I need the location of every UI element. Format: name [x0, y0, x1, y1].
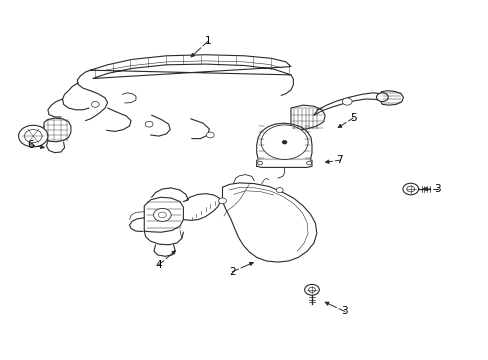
Text: 3: 3 [341, 306, 347, 316]
Circle shape [402, 183, 418, 195]
Circle shape [19, 125, 48, 147]
Circle shape [271, 133, 297, 152]
Circle shape [266, 129, 302, 155]
Circle shape [218, 198, 226, 204]
Circle shape [304, 284, 319, 295]
Text: 1: 1 [204, 36, 211, 46]
Text: 6: 6 [27, 140, 34, 150]
Circle shape [376, 93, 387, 102]
Text: 4: 4 [155, 260, 162, 270]
Circle shape [280, 139, 288, 145]
Circle shape [261, 125, 307, 159]
Circle shape [276, 188, 283, 193]
Polygon shape [90, 55, 290, 78]
Polygon shape [256, 159, 311, 167]
Circle shape [308, 287, 315, 292]
Circle shape [306, 161, 311, 165]
Polygon shape [183, 194, 220, 220]
Circle shape [153, 208, 171, 221]
Polygon shape [44, 118, 71, 142]
Circle shape [406, 186, 414, 192]
Circle shape [276, 136, 292, 148]
Circle shape [24, 130, 42, 143]
Circle shape [257, 161, 262, 165]
Polygon shape [290, 105, 325, 130]
Circle shape [206, 132, 214, 138]
Polygon shape [313, 93, 382, 115]
Circle shape [158, 212, 166, 218]
Circle shape [342, 98, 351, 105]
Polygon shape [144, 197, 183, 232]
Polygon shape [380, 91, 403, 105]
Circle shape [145, 121, 153, 127]
Text: 7: 7 [336, 155, 343, 165]
Circle shape [91, 102, 99, 107]
Circle shape [282, 141, 286, 144]
Polygon shape [256, 123, 311, 159]
Polygon shape [222, 183, 316, 262]
Text: 3: 3 [433, 184, 440, 194]
Text: 2: 2 [228, 267, 235, 277]
Text: 5: 5 [349, 113, 356, 123]
